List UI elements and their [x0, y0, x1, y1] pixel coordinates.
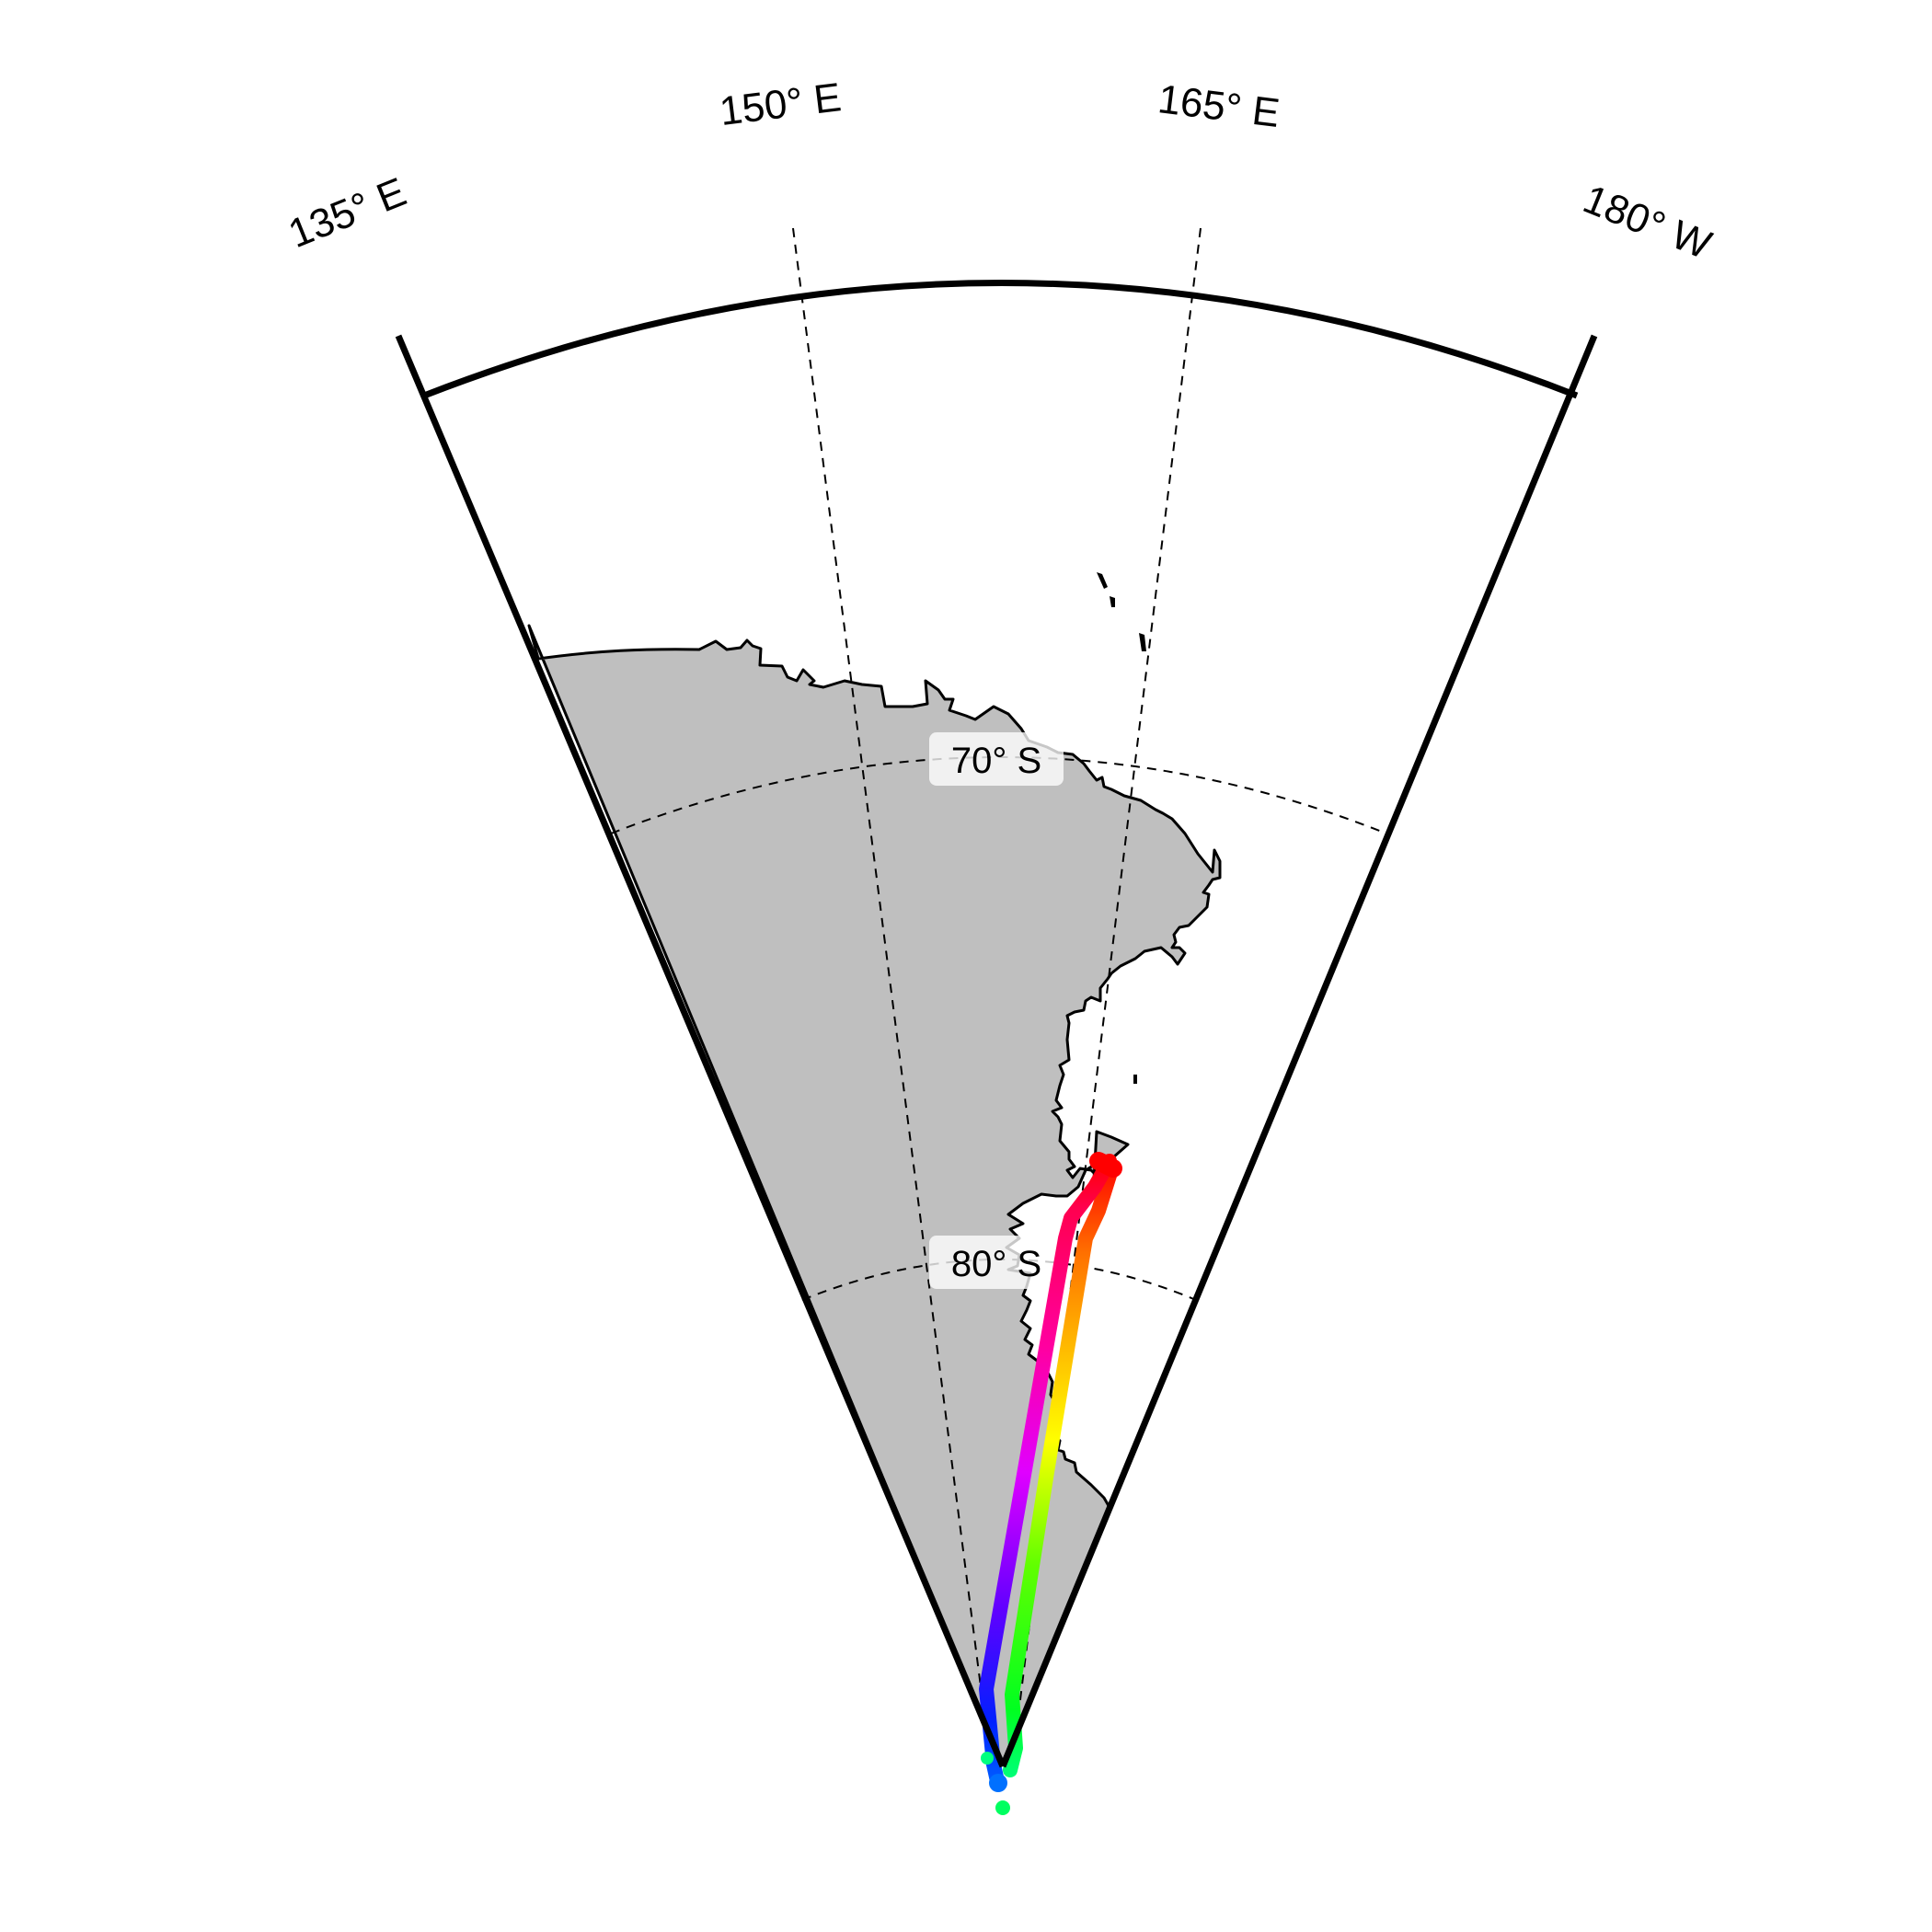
map-frame — [395, 280, 1598, 1768]
track — [979, 1152, 1122, 1788]
track-start-red — [1089, 1152, 1122, 1178]
island-4 — [1133, 1075, 1137, 1084]
track-dot-1 — [981, 1752, 994, 1765]
track-dot-2 — [989, 1774, 1007, 1792]
frame-outer-arc — [422, 280, 1579, 399]
meridian-label-135e: 135° E — [282, 169, 412, 257]
island-1 — [1097, 572, 1108, 589]
parallel-label-80s-text: 80° S — [951, 1244, 1041, 1284]
track-segment-return — [1003, 1159, 1120, 1777]
frame-left-edge — [395, 334, 1006, 1768]
antarctica-land — [527, 624, 1222, 1766]
track-dot-3 — [995, 1800, 1010, 1815]
meridian-150e — [792, 227, 987, 1731]
meridian-label-180w: 180° W — [1577, 177, 1718, 269]
parallel-label-70s-text: 70° S — [951, 741, 1041, 781]
frame-right-edge — [999, 334, 1598, 1768]
parallel-label-70s: 70° S — [929, 732, 1064, 786]
track-segment-outbound — [979, 1154, 1117, 1788]
island-2 — [1110, 596, 1115, 607]
island-3 — [1139, 633, 1146, 651]
meridian-label-150e: 150° E — [717, 75, 844, 134]
meridian-label-165e: 165° E — [1156, 76, 1282, 136]
parallel-label-80s: 80° S — [929, 1236, 1064, 1289]
